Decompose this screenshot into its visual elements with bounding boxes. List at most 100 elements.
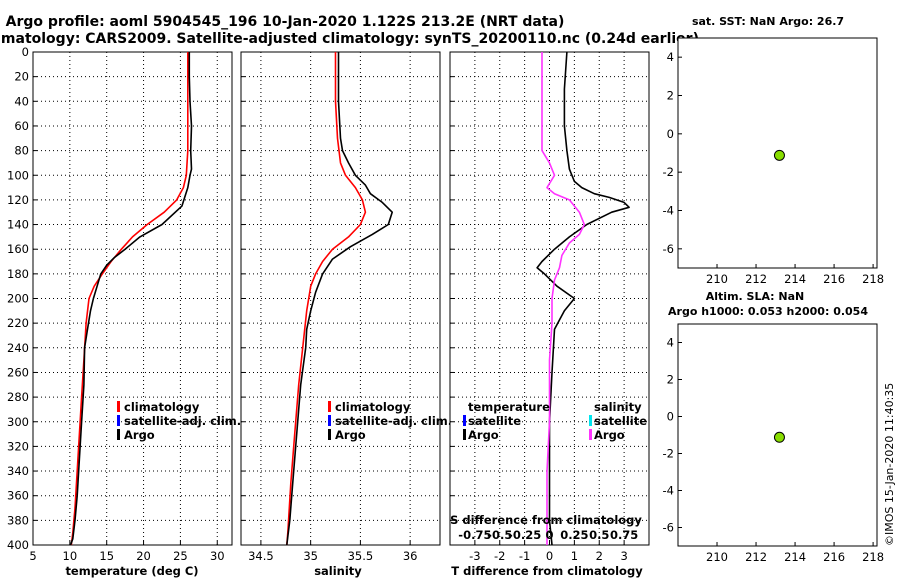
salinity-legend: climatology satellite-adj. clim. Argo xyxy=(328,400,452,442)
differences-x-tick-label: -3 xyxy=(469,549,480,563)
sla-panel: Altim. SLA: NaN Argo h1000: 0.053 h2000:… xyxy=(663,290,885,564)
differences-x-tick-label: 2 xyxy=(596,549,603,563)
legend-swatch-t-argo xyxy=(463,429,466,440)
salinity-x-tick-label: 35.5 xyxy=(348,549,374,563)
sst-x-tick-label: 210 xyxy=(706,272,728,286)
depth-tick-label: 220 xyxy=(7,316,29,330)
depth-tick-label: 200 xyxy=(7,292,29,306)
salinity-panel: 34.5 35 35.5 36 salinity climatology satell… xyxy=(240,51,452,578)
legend-swatch-t-satellite xyxy=(463,415,466,426)
differences-x-tick-label: 3 xyxy=(620,549,627,563)
salinity-x-label: salinity xyxy=(314,564,362,578)
depth-tick-label: 260 xyxy=(7,365,29,379)
depth-tick-label: 60 xyxy=(14,119,29,133)
sla-plot-frame xyxy=(677,323,878,547)
depth-tick-label: 80 xyxy=(14,144,29,158)
sst-x-tick-label: 216 xyxy=(823,272,845,286)
sla-x-tick-label: 214 xyxy=(784,550,806,564)
s-difference-tick-label: -0.25 xyxy=(508,528,541,542)
legend-label-argo: Argo xyxy=(124,428,155,442)
legend-label-t-argo: Argo xyxy=(468,428,499,442)
legend-label-satellite-adj: satellite-adj. clim. xyxy=(124,414,241,428)
depth-tick-label: 380 xyxy=(7,513,29,527)
salinity-x-tick-label: 36 xyxy=(403,549,418,563)
legend-swatch-climatology xyxy=(117,401,120,412)
sst-argo-location-marker xyxy=(773,149,785,161)
sla-y-tick-label: -4 xyxy=(663,484,674,498)
sla-y-tick-label: -6 xyxy=(663,521,674,535)
differences-x-tick-label: 0 xyxy=(546,549,553,563)
sst-x-tick-label: 214 xyxy=(784,272,806,286)
s-difference-tick-label: 0 xyxy=(545,528,553,542)
differences-panel: -3 -2 -1 0 1 2 3 T difference from climatology… xyxy=(449,51,650,578)
sla-subtitle: Argo h1000: 0.053 h2000: 0.054 xyxy=(668,305,868,318)
temperature-panel: 5 10 15 20 25 3002040608010012014016018020022… xyxy=(7,45,241,578)
depth-tick-label: 240 xyxy=(7,341,29,355)
temperature-series-argo xyxy=(69,52,193,546)
s-difference-tick-label: 0.5 xyxy=(589,528,609,542)
temperature-x-tick-label: 10 xyxy=(63,549,78,563)
temperature-plot-frame xyxy=(32,51,233,546)
sst-x-tick-label: 212 xyxy=(745,272,767,286)
legend-swatch-s-satellite xyxy=(589,415,592,426)
legend-label-satellite-adj: satellite-adj. clim. xyxy=(335,414,452,428)
legend-swatch-satellite-adj xyxy=(117,415,120,426)
salinity-x-tick-label: 34.5 xyxy=(248,549,274,563)
depth-tick-label: 160 xyxy=(7,242,29,256)
temperature-x-tick-label: 30 xyxy=(210,549,225,563)
depth-tick-label: 40 xyxy=(14,94,29,108)
depth-tick-label: 180 xyxy=(7,267,29,281)
sst-x-tick-label: 218 xyxy=(862,272,884,286)
depth-tick-label: 0 xyxy=(22,45,29,59)
sla-y-tick-label: 4 xyxy=(667,336,674,350)
temperature-x-tick-label: 20 xyxy=(136,549,151,563)
s-difference-tick-label: 0.75 xyxy=(610,528,638,542)
differences-legend: temperature satellite Argo salinity sate… xyxy=(463,400,647,442)
s-difference-axis-label: S difference from climatology xyxy=(450,513,642,527)
sst-y-tick-label: -4 xyxy=(663,204,674,218)
legend-label-t-satellite: satellite xyxy=(468,414,521,428)
depth-tick-label: 300 xyxy=(7,415,29,429)
differences-x-tick-label: 1 xyxy=(571,549,578,563)
temperature-x-tick-label: 15 xyxy=(99,549,114,563)
temperature-x-tick-label: 25 xyxy=(173,549,188,563)
temperature-x-label: temperature (deg C) xyxy=(65,564,198,578)
legend-header-temperature: temperature xyxy=(468,400,550,414)
salinity-series-argo xyxy=(286,52,394,546)
differences-series-t-argo-clim xyxy=(536,51,630,546)
sst-y-tick-label: 0 xyxy=(667,127,674,141)
legend-swatch-argo xyxy=(328,429,331,440)
temperature-series-climatology xyxy=(70,52,189,546)
temperature-legend: climatology satellite-adj. clim. Argo xyxy=(117,400,241,442)
legend-header-salinity: salinity xyxy=(594,400,642,414)
temperature-x-tick-label: 5 xyxy=(29,549,36,563)
sst-y-tick-label: -2 xyxy=(663,165,674,179)
sla-y-tick-label: 0 xyxy=(667,410,674,424)
depth-tick-label: 280 xyxy=(7,390,29,404)
legend-label-s-argo: Argo xyxy=(594,428,625,442)
depth-tick-label: 100 xyxy=(7,168,29,182)
salinity-series-climatology xyxy=(286,52,367,546)
differences-x-tick-label: -1 xyxy=(519,549,530,563)
legend-swatch-climatology xyxy=(328,401,331,412)
depth-tick-label: 320 xyxy=(7,439,29,453)
depth-tick-label: 120 xyxy=(7,193,29,207)
figure-title-line2: Climatology: CARS2009. Satellite-adjuste… xyxy=(0,31,699,47)
sla-title: Altim. SLA: NaN xyxy=(706,290,805,303)
sst-panel: sat. SST: NaN Argo: 26.7 210 212 214 216 218… xyxy=(663,15,885,286)
sst-y-tick-label: 4 xyxy=(667,50,674,64)
differences-series-s-argo-clim xyxy=(541,52,586,545)
sla-argo-location-marker xyxy=(773,431,785,443)
sla-x-tick-label: 210 xyxy=(706,550,728,564)
depth-tick-label: 360 xyxy=(7,489,29,503)
legend-swatch-s-argo xyxy=(589,429,592,440)
differences-x-label: T difference from climatology xyxy=(451,564,643,578)
legend-swatch-argo xyxy=(117,429,120,440)
sla-y-tick-label: 2 xyxy=(667,373,674,387)
figure-title-line1: Argo profile: aoml 5904545_196 10-Jan-20… xyxy=(6,14,565,30)
legend-swatch-satellite-adj xyxy=(328,415,331,426)
sla-x-tick-label: 212 xyxy=(745,550,767,564)
sla-x-tick-label: 216 xyxy=(823,550,845,564)
sst-y-tick-label: 2 xyxy=(667,89,674,103)
